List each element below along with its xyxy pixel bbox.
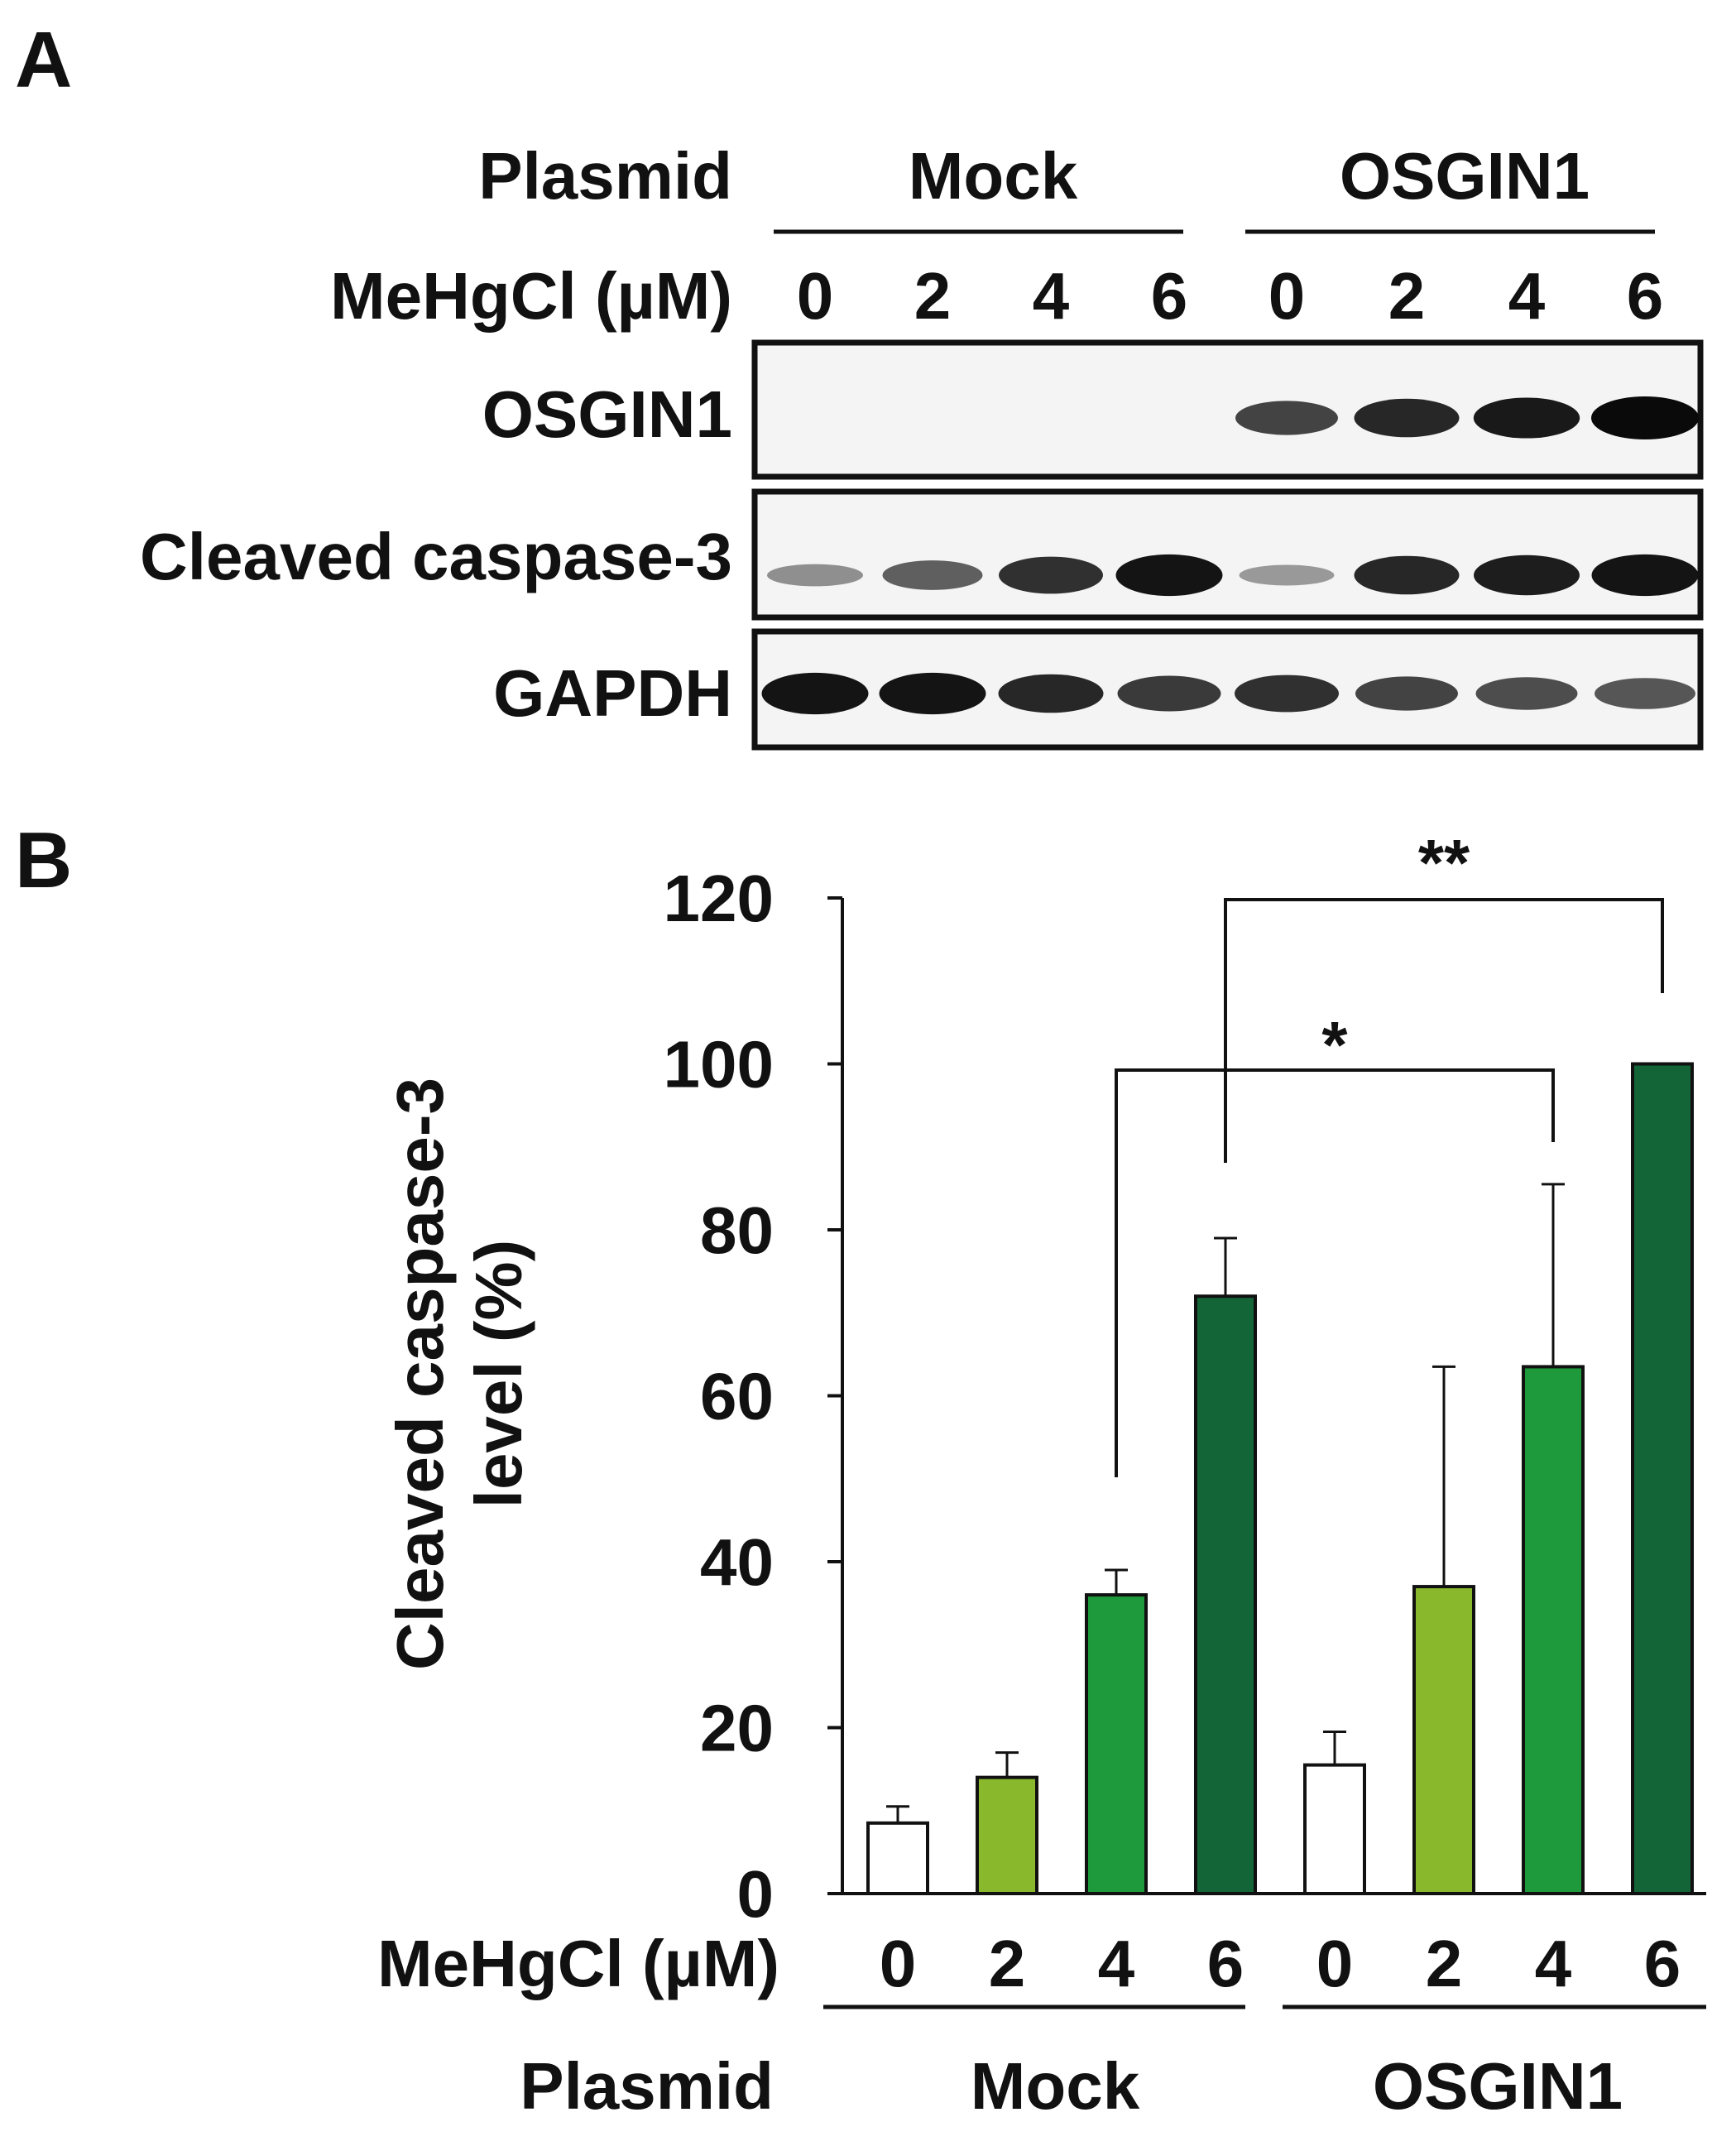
significance-marker: ** (1418, 826, 1470, 900)
blot-label-gapdh: GAPDH (493, 656, 732, 730)
blot-band (1117, 675, 1221, 712)
y-tick-label: 100 (664, 1028, 774, 1102)
significance-marker: * (1321, 1008, 1348, 1082)
y-tick-label: 0 (737, 1857, 774, 1931)
blot-band (1475, 677, 1578, 710)
y-axis-title: Cleaved caspase-3 level (%) (383, 1078, 535, 1670)
blot-gapdh (751, 628, 1704, 751)
panel-b-label: B (15, 816, 72, 905)
panel-a-group-osgin1: OSGIN1 (1340, 139, 1590, 213)
y-axis-title-line2: level (%) (462, 1240, 535, 1509)
blot-band (761, 672, 869, 715)
bar (1194, 1294, 1257, 1895)
panel-a-dose-label: 0 (1268, 259, 1306, 333)
blot-band (1473, 397, 1580, 439)
panel-a-treatment-label: MeHgCl (µM) (330, 259, 732, 333)
x-tick-label: 0 (880, 1927, 917, 2000)
blot-band (1115, 554, 1223, 597)
bar (976, 1775, 1038, 1895)
bar (866, 1821, 929, 1896)
panel-a-dose-label: 0 (797, 259, 834, 333)
blot-band (1591, 396, 1699, 439)
bar (1631, 1062, 1694, 1895)
x-tick-label: 2 (989, 1927, 1026, 2000)
blot-band (999, 556, 1103, 594)
bar (1522, 1365, 1585, 1895)
panel-a-dose-label: 4 (1033, 259, 1070, 333)
y-axis-title-line1: Cleaved caspase-3 (383, 1078, 457, 1670)
blot-band (882, 560, 983, 590)
x-tick-label: 6 (1644, 1927, 1681, 2000)
significance-bracket (1115, 1068, 1555, 1477)
panel-b-group-osgin1: OSGIN1 (1373, 2049, 1623, 2123)
significance-bracket (1224, 898, 1664, 1163)
panel-b-group-mock: Mock (971, 2049, 1140, 2123)
blot-panels (751, 339, 1704, 751)
y-tick-label: 20 (700, 1692, 774, 1765)
blot-band (1354, 398, 1460, 438)
blot-band (879, 672, 986, 715)
y-tick-label: 80 (700, 1193, 774, 1267)
bar (1412, 1585, 1475, 1895)
panel-a-dose-label: 6 (1151, 259, 1188, 333)
blot-band (1354, 555, 1460, 595)
y-tick-label: 120 (664, 862, 774, 935)
panel-a-dose-label: 6 (1627, 259, 1664, 333)
panel-a: A Plasmid Mock OSGIN1 MeHgCl (µM) 0 2 4 6 0 2… (15, 16, 1704, 751)
panel-a-group-mock: Mock (909, 139, 1078, 213)
panel-a-dose-label: 4 (1508, 259, 1546, 333)
panel-a-dose-label: 2 (914, 259, 952, 333)
panel-a-dose-labels: 0 2 4 6 0 2 4 6 (797, 259, 1664, 333)
panel-b: B Cleaved caspase-3 level (%) 0204060801… (15, 816, 1706, 2123)
blot-cleaved-caspase-3 (751, 488, 1704, 621)
blot-band (1239, 564, 1335, 586)
bar (1085, 1593, 1148, 1895)
blot-band (1355, 676, 1458, 711)
panel-a-plasmid-label: Plasmid (478, 139, 732, 213)
blot-frame (751, 488, 1704, 621)
blot-osgin1 (751, 339, 1704, 480)
panel-a-label: A (15, 16, 72, 104)
y-tick-label: 40 (700, 1525, 774, 1599)
x-tick-label: 4 (1098, 1927, 1135, 2000)
blot-band (998, 674, 1104, 713)
panel-a-dose-label: 2 (1388, 259, 1426, 333)
x-tick-label: 0 (1316, 1927, 1354, 2000)
blot-band (1595, 678, 1695, 709)
blot-band (1235, 675, 1339, 713)
panel-b-plasmid-label: Plasmid (520, 2049, 774, 2123)
blot-label-cleaved-caspase-3: Cleaved caspase-3 (140, 520, 732, 593)
y-tick-label: 60 (700, 1360, 774, 1433)
x-tick-label: 4 (1535, 1927, 1572, 2000)
blot-band (1235, 401, 1338, 435)
x-tick-label: 2 (1426, 1927, 1463, 2000)
blot-label-osgin1: OSGIN1 (482, 377, 732, 451)
x-tick-label: 6 (1207, 1927, 1244, 2000)
blot-band (1591, 554, 1699, 597)
blot-band (767, 564, 863, 587)
blot-band (1474, 555, 1580, 596)
bar (1303, 1763, 1366, 1896)
panel-b-treatment-label: MeHgCl (µM) (377, 1927, 779, 2000)
